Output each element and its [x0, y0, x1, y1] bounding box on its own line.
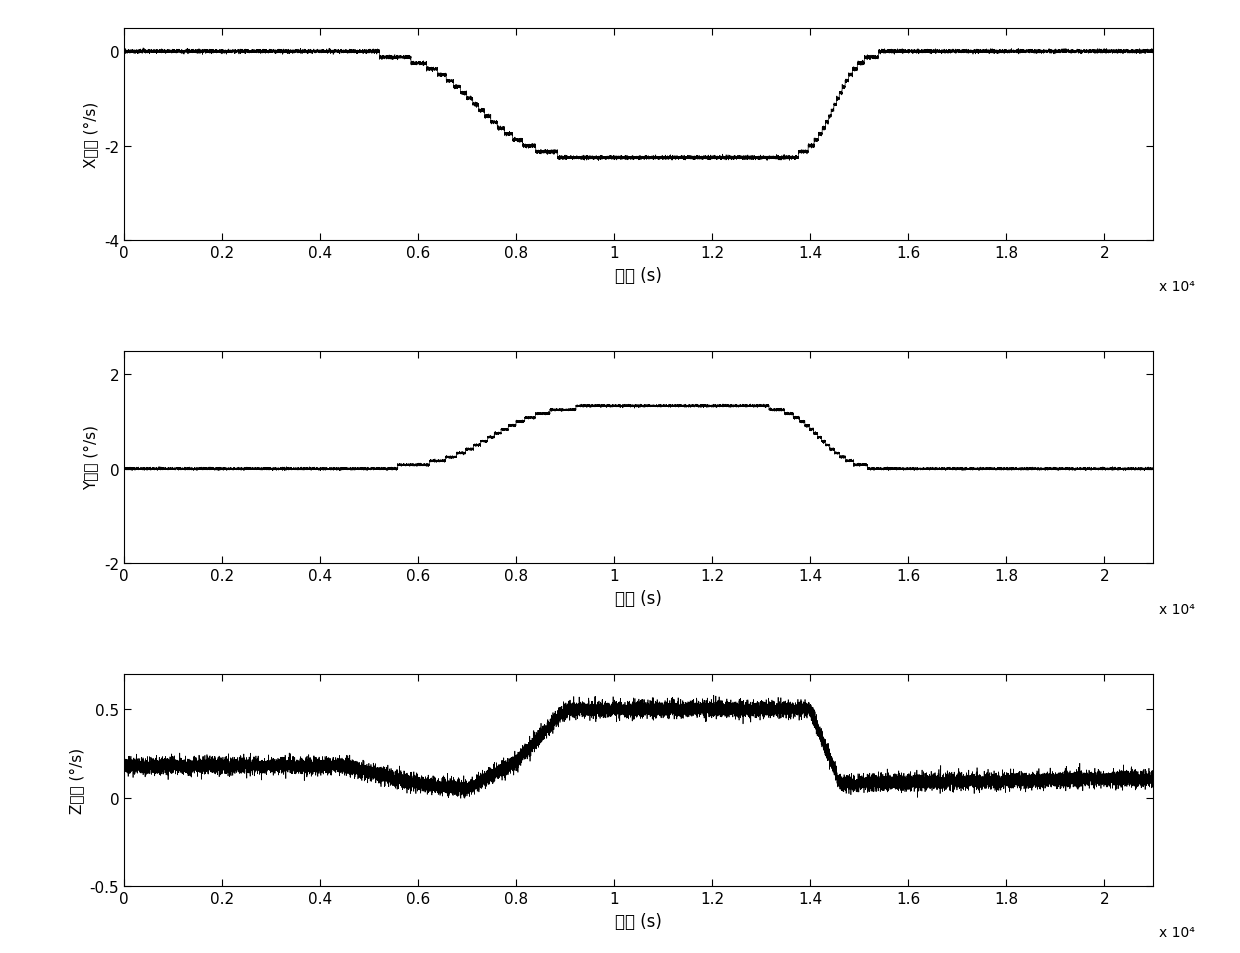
X-axis label: 时间 (s): 时间 (s): [615, 266, 662, 284]
Text: x 10⁴: x 10⁴: [1158, 925, 1194, 939]
X-axis label: 时间 (s): 时间 (s): [615, 912, 662, 930]
Y-axis label: Z陀螺 (°/s): Z陀螺 (°/s): [69, 747, 84, 813]
X-axis label: 时间 (s): 时间 (s): [615, 589, 662, 607]
Text: x 10⁴: x 10⁴: [1158, 602, 1194, 617]
Y-axis label: X陀螺 (°/s): X陀螺 (°/s): [83, 102, 98, 168]
Y-axis label: Y陀螺 (°/s): Y陀螺 (°/s): [83, 425, 98, 490]
Text: x 10⁴: x 10⁴: [1158, 280, 1194, 294]
